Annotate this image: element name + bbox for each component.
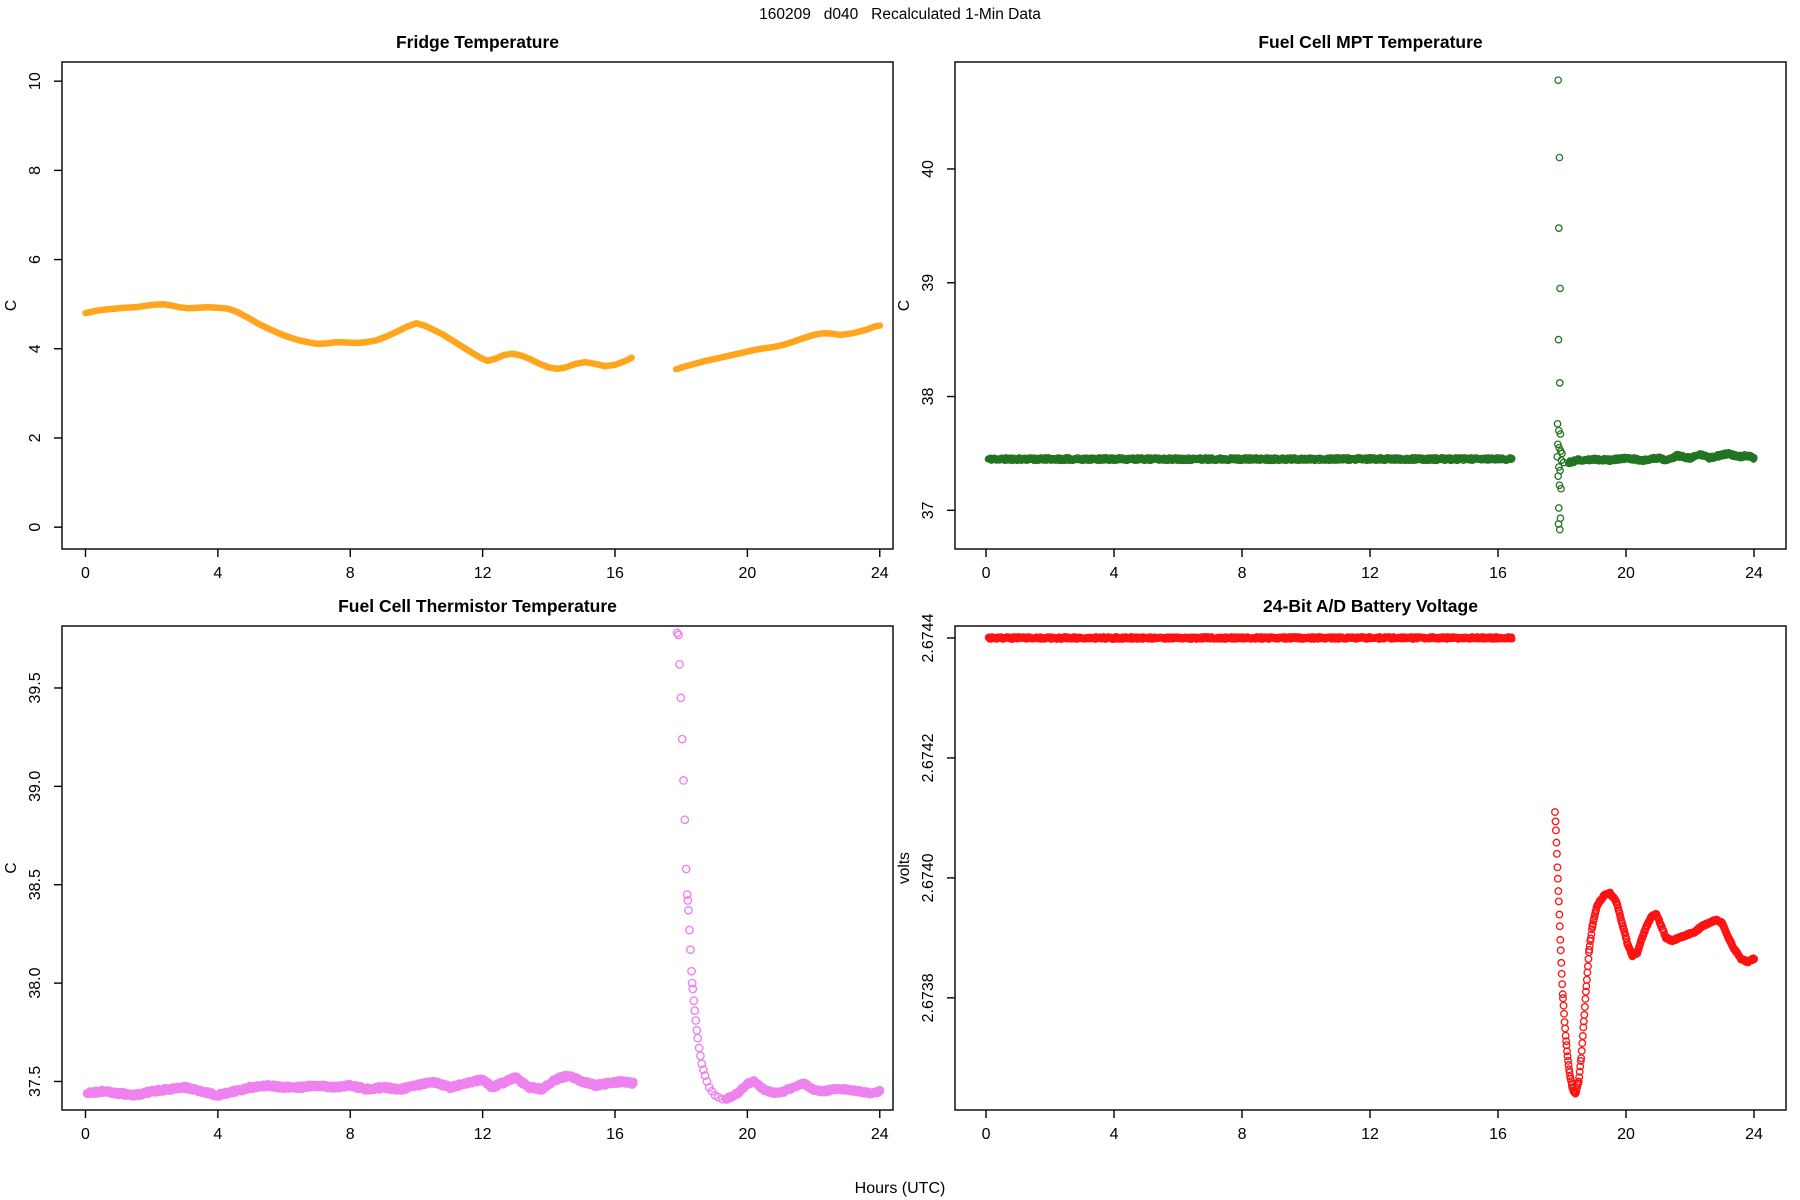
- x-tick-label: 16: [606, 1126, 624, 1143]
- y-axis-title-fridge: C: [3, 300, 20, 311]
- y-tick-label: 40: [920, 160, 937, 178]
- series-thermistor-baseline-late: [721, 1076, 885, 1104]
- x-tick-label: 20: [1617, 565, 1635, 582]
- y-tick-label: 6: [27, 255, 44, 264]
- x-tick-label: 8: [1238, 565, 1247, 582]
- panel-title-thermistor: Fuel Cell Thermistor Temperature: [338, 596, 617, 616]
- y-tick-label: 38.0: [27, 967, 44, 998]
- plot-box-thermistor: [61, 625, 894, 1111]
- series-mpt-event-outliers: [1553, 76, 1568, 534]
- plot-box-battery: [954, 625, 1787, 1111]
- y-tick-label: 2.6740: [920, 853, 937, 902]
- x-tick-label: 16: [1489, 1126, 1507, 1143]
- y-axis-title-mpt: C: [896, 300, 913, 311]
- x-tick-label: 12: [1361, 565, 1379, 582]
- x-tick-label: 20: [738, 1126, 756, 1143]
- plot-box-fridge: [61, 61, 894, 550]
- y-tick-label: 2: [27, 433, 44, 442]
- plot-box-mpt: [954, 61, 1787, 550]
- y-tick-label: 37: [920, 501, 937, 519]
- x-tick-label: 0: [982, 1126, 991, 1143]
- x-tick-label: 8: [346, 565, 355, 582]
- panel-title-fridge: Fridge Temperature: [396, 32, 559, 52]
- y-tick-label: 0: [27, 523, 44, 532]
- x-tick-label: 20: [738, 565, 756, 582]
- main-title: 160209 d040 Recalculated 1-Min Data: [759, 6, 1041, 23]
- x-tick-label: 0: [81, 1126, 90, 1143]
- series-mpt-baseline-early: [984, 454, 1516, 465]
- series-thermistor-baseline-early: [82, 1070, 638, 1101]
- series-mpt-baseline-late: [1564, 448, 1758, 468]
- y-tick-label: 2.6742: [920, 733, 937, 782]
- panel-title-mpt: Fuel Cell MPT Temperature: [1258, 32, 1483, 52]
- series-thermistor-event-decay: [672, 628, 727, 1104]
- x-tick-label: 4: [213, 1126, 222, 1143]
- y-tick-label: 2.6744: [920, 613, 937, 662]
- x-tick-label: 0: [81, 565, 90, 582]
- series-battery-flat-segment: [984, 633, 1516, 643]
- y-tick-label: 38.5: [27, 869, 44, 900]
- x-tick-label: 12: [474, 1126, 492, 1143]
- series-battery-event-oscillation: [1551, 808, 1758, 1098]
- panel-mpt: Fuel Cell MPT Temperature C 0 4 8 12 16 20 24 37 3…: [896, 32, 1787, 582]
- x-tick-label: 4: [1110, 565, 1119, 582]
- y-tick-label: 37.5: [27, 1066, 44, 1097]
- panel-battery: 24-Bit A/D Battery Voltage volts 0 4 8 12 16 20…: [896, 596, 1787, 1143]
- y-tick-label: 38: [920, 388, 937, 406]
- x-tick-label: 4: [213, 565, 222, 582]
- x-tick-label: 24: [871, 565, 889, 582]
- series-fridge-segment2: [672, 322, 884, 373]
- y-axis-title-thermistor: C: [3, 862, 20, 873]
- y-tick-label: 10: [27, 72, 44, 90]
- y-tick-label: 4: [27, 344, 44, 353]
- y-axis-title-battery: volts: [896, 852, 913, 884]
- x-tick-label: 8: [346, 1126, 355, 1143]
- x-tick-label: 24: [871, 1126, 889, 1143]
- x-tick-label: 24: [1745, 565, 1763, 582]
- y-tick-label: 39.5: [27, 672, 44, 703]
- x-tick-label: 12: [474, 565, 492, 582]
- x-tick-label: 12: [1361, 1126, 1379, 1143]
- y-tick-label: 39: [920, 274, 937, 292]
- x-axis-label: Hours (UTC): [854, 1180, 946, 1197]
- x-tick-label: 24: [1745, 1126, 1763, 1143]
- x-tick-label: 20: [1617, 1126, 1635, 1143]
- series-fridge-segment1: [82, 300, 635, 373]
- panel-thermistor: Fuel Cell Thermistor Temperature C 0 4 8 12 16…: [3, 596, 894, 1143]
- x-tick-label: 16: [1489, 565, 1507, 582]
- x-tick-label: 16: [606, 565, 624, 582]
- panel-title-battery: 24-Bit A/D Battery Voltage: [1263, 596, 1478, 616]
- y-tick-label: 2.6738: [920, 973, 937, 1022]
- y-tick-label: 39.0: [27, 771, 44, 802]
- x-tick-label: 4: [1110, 1126, 1119, 1143]
- x-tick-label: 8: [1238, 1126, 1247, 1143]
- y-tick-label: 8: [27, 166, 44, 175]
- x-tick-label: 0: [982, 565, 991, 582]
